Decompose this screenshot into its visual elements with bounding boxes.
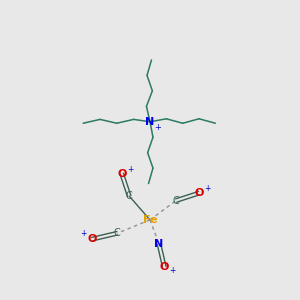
Text: C: C: [173, 196, 179, 206]
Text: +: +: [154, 123, 161, 132]
Text: +: +: [169, 266, 176, 275]
Text: O: O: [160, 262, 169, 272]
Text: N: N: [154, 238, 164, 249]
Text: N: N: [146, 117, 154, 127]
Text: +: +: [128, 165, 134, 174]
Text: Fe: Fe: [143, 215, 157, 225]
Text: +: +: [80, 229, 87, 238]
Text: O: O: [117, 169, 127, 179]
Text: C: C: [114, 228, 121, 238]
Text: C: C: [126, 191, 133, 201]
Text: +: +: [204, 184, 211, 193]
Text: O: O: [87, 234, 97, 244]
Text: O: O: [194, 188, 204, 198]
